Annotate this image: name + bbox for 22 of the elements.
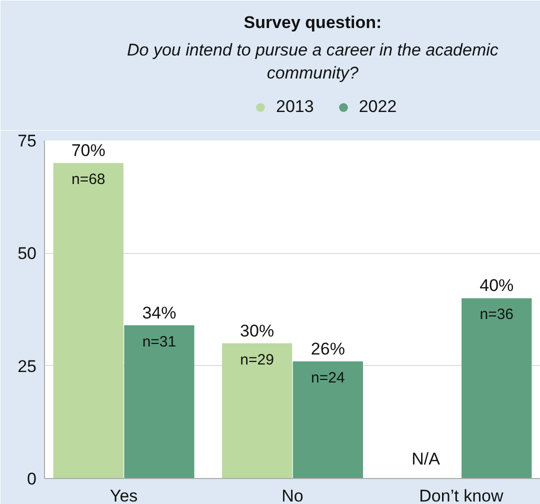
annotation: n=29 [240,351,274,368]
data-label: 26% [310,339,345,358]
annotation: n=24 [311,369,345,386]
x-tick-label: Yes [110,486,138,504]
chart-subtitle: Do you intend to pursue a career in the academic community? [127,40,499,82]
legend-label: 2022 [358,97,397,117]
y-tick-label: 0 [27,470,37,488]
data-label: 40% [480,276,514,296]
x-tick-label: Don’t know [419,486,504,504]
data-label: 34% [142,303,176,322]
chart-title: Survey question: [244,13,382,32]
y-tick-label: 75 [18,132,37,150]
x-tick-label: No [282,486,304,504]
legend-label: 2013 [276,97,314,117]
y-tick-label: 25 [18,356,37,376]
data-label: 30% [240,321,274,340]
annotation: n=36 [480,306,514,324]
annotation: N/A [412,450,441,468]
annotation: n=68 [71,171,106,188]
y-tick-label: 50 [18,244,37,264]
annotation: n=31 [142,333,176,350]
data-label: 70% [71,141,106,160]
